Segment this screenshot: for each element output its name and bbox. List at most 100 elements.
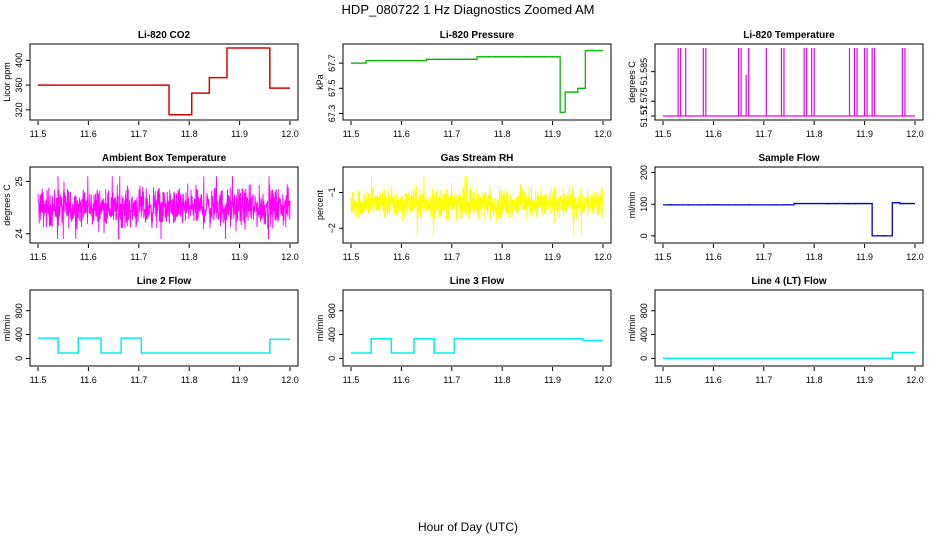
y-tick-label: 51.575 (639, 87, 649, 115)
plot-frame (29, 43, 299, 121)
panel-title: Gas Stream RH (441, 153, 514, 164)
series-line (38, 47, 290, 116)
y-tick-label: 25 (14, 176, 24, 186)
x-tick-label: 11.8 (806, 129, 823, 139)
plot-frame (29, 166, 299, 244)
y-axis-label: degrees C (2, 184, 12, 226)
plot-frame (342, 289, 612, 367)
y-tick-label: 360 (14, 78, 24, 93)
y-tick-label: 400 (639, 327, 649, 342)
x-tick-label: 11.5 (30, 375, 47, 385)
x-tick-label: 11.6 (80, 129, 97, 139)
panel-title: Sample Flow (758, 153, 819, 164)
x-tick-label: 11.9 (544, 252, 561, 262)
x-tick-label: 11.8 (806, 252, 823, 262)
panel-title: Ambient Box Temperature (102, 153, 227, 164)
x-tick-label: 11.8 (806, 375, 823, 385)
x-tick-label: 11.7 (130, 375, 147, 385)
plot-frame (342, 43, 612, 121)
x-tick-label: 11.9 (231, 129, 248, 139)
x-tick-label: 11.6 (80, 252, 97, 262)
x-tick-label: 11.8 (494, 252, 511, 262)
plot-frame (29, 289, 299, 367)
y-tick-label: 320 (14, 102, 24, 117)
y-tick-label: 800 (327, 303, 337, 318)
x-tick-label: 11.6 (393, 129, 410, 139)
x-tick-label: 12.0 (594, 375, 612, 385)
series-line (663, 201, 915, 237)
x-tick-label: 11.7 (130, 129, 147, 139)
y-tick-label: 400 (327, 327, 337, 342)
panel-title: Line 2 Flow (137, 276, 192, 287)
y-tick-label: 400 (14, 53, 24, 68)
chart-box-temp: Ambient Box Temperature degrees C 11.5 11.6… (2, 153, 299, 262)
x-tick-label: 11.7 (443, 129, 460, 139)
x-tick-label: 12.0 (281, 375, 299, 385)
chart-line3-flow: Line 3 Flow ml/min 11.5 11.6 11.7 11.8 11.9 12.… (315, 276, 612, 385)
figure-title: HDP_080722 1 Hz Diagnostics Zoomed AM (342, 2, 595, 17)
y-axis-label: ml/min (627, 192, 637, 219)
x-tick-label: 11.7 (443, 252, 460, 262)
x-tick-label: 11.7 (443, 375, 460, 385)
chart-co2: Li-820 CO2 Licor ppm 11.5 11.6 11.7 11.8 11.9 1… (2, 30, 299, 139)
x-tick-label: 11.6 (705, 375, 722, 385)
x-tick-label: 11.5 (343, 375, 360, 385)
x-tick-label: 11.8 (494, 375, 511, 385)
plot-frame (654, 289, 924, 367)
y-axis-label: ml/min (2, 315, 12, 342)
y-tick-label: 0 (639, 233, 649, 238)
y-axis-label: Licor ppm (2, 62, 12, 102)
y-tick-label: 800 (14, 303, 24, 318)
panel-title: Line 4 (LT) Flow (751, 276, 827, 287)
chart-licor-temp: Li-820 Temperature degrees C 11.5 11.6 11.7 1… (627, 30, 924, 139)
y-tick-label: −1 (327, 187, 337, 197)
x-tick-label: 12.0 (281, 252, 299, 262)
x-tick-label: 11.7 (755, 252, 772, 262)
chart-rh: Gas Stream RH percent 11.5 11.6 11.7 11.8 11.9… (315, 153, 612, 262)
series-line (350, 176, 604, 236)
y-tick-label: 800 (639, 303, 649, 318)
plot-frame (342, 166, 612, 244)
chart-sample-flow: Sample Flow ml/min 11.5 11.6 11.7 11.8 11.9 12.… (627, 153, 924, 262)
x-tick-label: 12.0 (594, 129, 612, 139)
x-tick-label: 11.8 (181, 375, 198, 385)
x-tick-label: 11.9 (856, 252, 873, 262)
x-tick-label: 11.6 (393, 375, 410, 385)
x-tick-label: 11.7 (755, 129, 772, 139)
x-tick-label: 11.8 (494, 129, 511, 139)
x-tick-label: 11.5 (343, 252, 360, 262)
y-tick-label: 67.5 (327, 80, 337, 98)
panel-title: Li-820 CO2 (138, 30, 191, 41)
x-tick-label: 11.6 (393, 252, 410, 262)
x-tick-label: 11.9 (856, 129, 873, 139)
x-tick-label: 12.0 (281, 129, 299, 139)
y-tick-label: 67.7 (327, 54, 337, 72)
y-tick-label: −2 (327, 223, 337, 233)
y-tick-label: 24 (14, 229, 24, 239)
chart-line2-flow: Line 2 Flow ml/min 11.5 11.6 11.7 11.8 11.9 12.… (2, 276, 299, 385)
y-axis-label: percent (315, 189, 325, 220)
plot-frame (654, 166, 924, 244)
x-tick-label: 11.7 (755, 375, 772, 385)
y-tick-label: 51.57 (639, 105, 649, 128)
x-tick-label: 11.9 (231, 375, 248, 385)
x-tick-label: 11.8 (181, 252, 198, 262)
x-tick-label: 11.5 (655, 375, 672, 385)
y-axis-label: degrees C (627, 61, 637, 103)
panels: Li-820 CO2 Licor ppm 11.5 11.6 11.7 11.8 11.9 1… (2, 30, 924, 385)
x-tick-label: 11.9 (856, 375, 873, 385)
x-tick-label: 11.9 (544, 375, 561, 385)
plot-frame (654, 43, 924, 121)
y-axis-label: ml/min (627, 315, 637, 342)
y-tick-label: 0 (14, 356, 24, 361)
x-tick-label: 11.9 (231, 252, 248, 262)
x-tick-label: 11.5 (343, 129, 360, 139)
y-tick-label: 100 (639, 197, 649, 212)
chart-pressure: Li-820 Pressure kPa 11.5 11.6 11.7 11.8 11.9 12… (315, 30, 612, 139)
x-tick-label: 11.5 (655, 129, 672, 139)
series-line (351, 337, 603, 354)
panel-title: Li-820 Pressure (440, 30, 515, 41)
y-tick-label: 400 (14, 327, 24, 342)
series-line (37, 176, 291, 240)
